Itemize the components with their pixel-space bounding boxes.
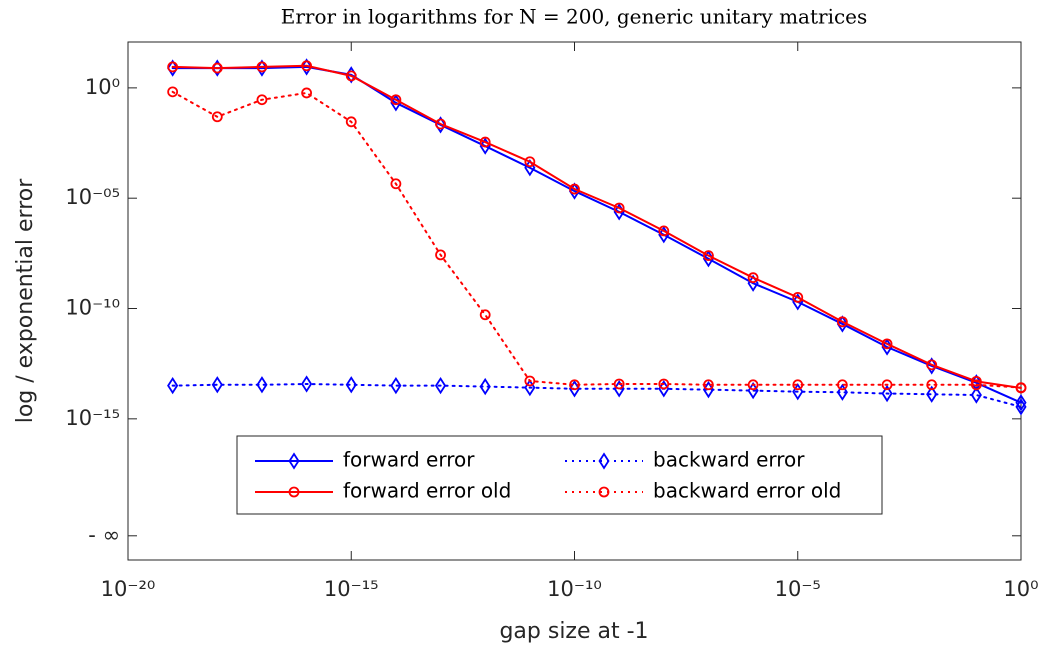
marker-diamond [926,385,938,403]
marker-circle [301,60,313,72]
marker-circle [970,379,982,391]
x-tick-label: 10⁻²⁰ [101,577,156,601]
marker-circle [970,375,982,387]
marker-diamond [211,59,223,77]
marker-circle [524,156,536,168]
marker-circle [345,70,357,82]
marker-diamond [568,182,581,200]
x-tick-label: 10⁻¹⁰ [547,577,602,601]
chart-title: Error in logarithms for N = 200, generic… [281,5,868,29]
marker-circle [837,379,848,391]
marker-circle [792,291,804,303]
marker-diamond [970,386,982,404]
marker-circle [435,118,446,130]
legend-label: forward error old [343,479,511,503]
marker-circle [524,375,536,387]
series-line [171,64,1022,389]
marker-diamond [598,452,610,470]
marker-diamond [301,375,313,393]
y-tick-label: 10⁻¹⁵ [65,406,120,430]
marker-circle [792,379,804,391]
legend-label: backward error [653,448,805,472]
marker-diamond [345,376,357,394]
marker-diamond [211,376,223,394]
marker-circle [390,178,402,190]
x-tick-label: 10⁻⁵ [775,577,821,601]
marker-circle [211,62,223,74]
marker-diamond [1015,398,1027,416]
marker-circle [569,379,580,391]
x-axis-label: gap size at -1 [499,619,648,644]
marker-circle [479,309,491,321]
y-tick-label: - ∞ [88,523,120,547]
marker-circle [658,378,670,390]
marker-circle [747,272,759,284]
marker-circle [926,359,938,371]
marker-diamond [301,58,313,76]
marker-circle [598,486,610,498]
marker-circle [256,94,268,106]
marker-circle [926,379,938,391]
marker-circle [569,183,580,195]
legend-box [236,435,883,515]
marker-circle [167,61,179,73]
y-tick-label: 10⁰ [85,75,120,99]
marker-circle [703,250,714,262]
series-line [171,382,1022,408]
marker-circle [390,94,402,106]
marker-diamond [256,59,268,77]
marker-circle [703,379,714,391]
marker-diamond [479,377,491,396]
marker-circle [301,87,313,99]
marker-diamond [568,380,581,398]
marker-circle [747,379,759,391]
y-tick-label: 10⁻⁰⁵ [65,185,120,209]
legend: forward error forward error old backward e… [236,435,883,515]
marker-diamond [167,59,179,77]
marker-diamond [836,383,848,401]
marker-circle [837,316,848,328]
marker-diamond [288,452,300,470]
marker-circle [881,379,893,391]
marker-circle [167,86,179,98]
marker-diamond [167,376,179,395]
marker-circle [479,136,491,148]
marker-diamond [434,376,447,395]
marker-circle [613,378,625,390]
marker-circle [435,249,446,261]
y-axis-label: log / exponential error [13,178,38,423]
marker-circle [658,225,670,237]
y-tick-label: 10⁻¹⁰ [65,296,120,320]
marker-diamond [256,376,268,394]
marker-diamond [1015,394,1027,412]
marker-diamond [390,376,402,395]
marker-circle [256,61,268,73]
legend-label: backward error old [653,479,841,503]
marker-circle [345,116,357,128]
marker-circle [613,202,625,214]
x-tick-label: 10⁻¹⁵ [324,577,379,601]
legend-label: forward error [343,448,475,472]
marker-diamond [881,384,893,403]
marker-diamond [792,383,804,401]
marker-circle [211,111,223,123]
x-tick-label: 10⁰ [1003,577,1038,601]
marker-diamond [836,315,848,333]
marker-circle [1015,382,1027,394]
series-line [171,90,1022,389]
marker-circle [288,486,300,498]
marker-circle [881,338,893,350]
